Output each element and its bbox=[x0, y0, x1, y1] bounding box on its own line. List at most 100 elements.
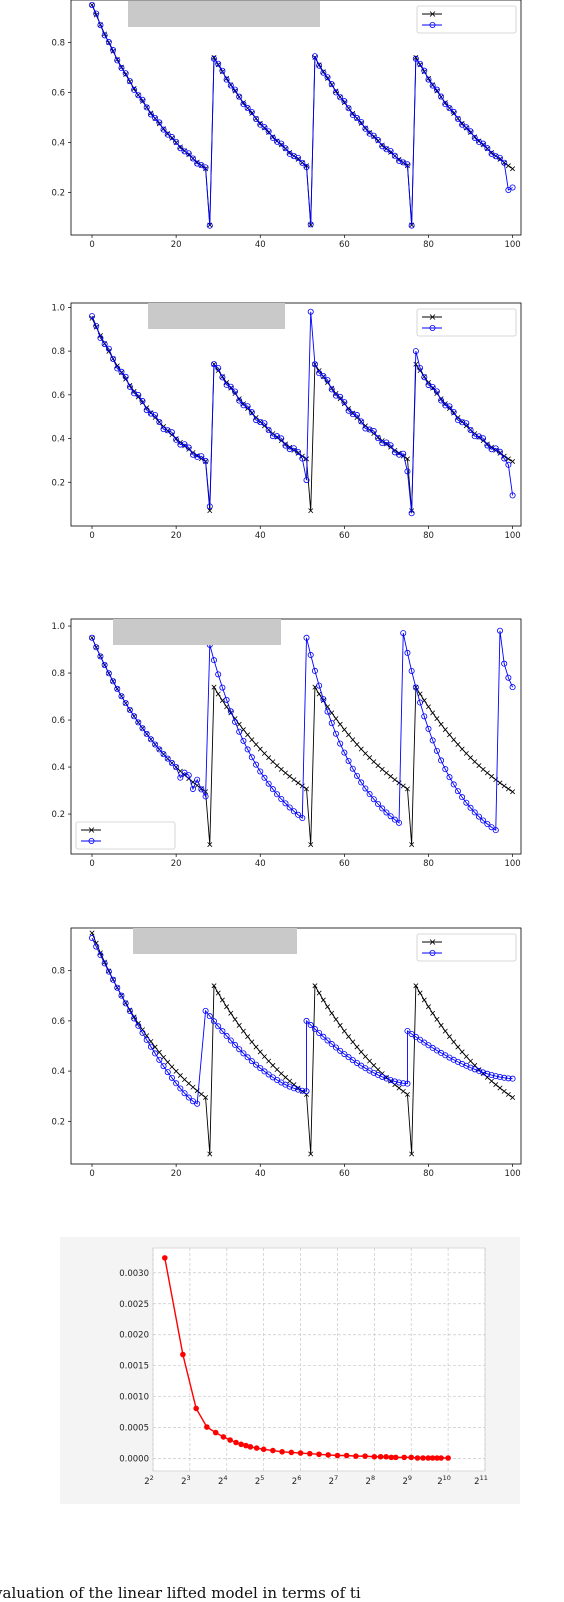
groundtruth-point bbox=[257, 120, 263, 126]
groundtruth-point bbox=[413, 983, 419, 989]
x-tick-label: 20 bbox=[171, 240, 182, 250]
rmse-point bbox=[388, 1454, 395, 1461]
estimate-point bbox=[152, 411, 159, 418]
x-tick-label: 40 bbox=[255, 859, 266, 869]
estimate-point bbox=[387, 147, 394, 154]
legend-marker bbox=[429, 950, 436, 957]
estimate-point bbox=[484, 821, 491, 828]
estimate-point bbox=[421, 67, 428, 74]
groundtruth-point bbox=[409, 842, 415, 848]
groundtruth-point bbox=[131, 388, 137, 394]
estimate-point bbox=[370, 132, 377, 139]
estimate-point bbox=[97, 335, 104, 342]
groundtruth-point bbox=[89, 930, 95, 936]
estimate-point bbox=[118, 65, 125, 72]
estimate-point bbox=[505, 674, 512, 681]
groundtruth-point bbox=[484, 770, 490, 776]
estimate-point bbox=[417, 1036, 424, 1043]
estimate-point bbox=[509, 184, 516, 191]
groundtruth-point bbox=[396, 1085, 402, 1091]
estimate-point bbox=[328, 720, 335, 727]
groundtruth-point bbox=[409, 1151, 415, 1157]
estimate-point bbox=[324, 377, 331, 384]
groundtruth-point bbox=[329, 1010, 335, 1016]
groundtruth-point bbox=[224, 1004, 230, 1010]
x-tick-label: 60 bbox=[339, 240, 350, 250]
estimate-point bbox=[387, 813, 394, 820]
groundtruth-point bbox=[236, 1022, 242, 1028]
groundtruth-point bbox=[388, 444, 394, 450]
estimate-point bbox=[160, 426, 167, 433]
estimate-point bbox=[396, 1079, 403, 1086]
estimate-point bbox=[417, 60, 424, 67]
rmse-point bbox=[306, 1450, 313, 1457]
x-tick-exponent: 2 bbox=[150, 1474, 154, 1482]
estimate-point bbox=[202, 457, 209, 464]
estimate-point bbox=[122, 700, 129, 707]
groundtruth-point bbox=[337, 1022, 343, 1028]
groundtruth-point bbox=[228, 385, 234, 391]
estimate-point bbox=[396, 819, 403, 826]
groundtruth-point bbox=[211, 684, 217, 690]
estimate-point bbox=[332, 1044, 339, 1051]
estimate-point bbox=[324, 1037, 331, 1044]
rmse-point bbox=[408, 1454, 415, 1461]
estimate-point bbox=[219, 374, 226, 381]
estimate-point bbox=[362, 425, 369, 432]
estimate-point bbox=[156, 1056, 163, 1063]
estimate-point bbox=[341, 399, 348, 406]
estimate-point bbox=[173, 436, 180, 443]
legend-marker bbox=[429, 11, 436, 17]
estimate-point bbox=[215, 1023, 222, 1030]
estimate-point bbox=[379, 143, 386, 150]
estimate-point bbox=[501, 1074, 508, 1081]
estimate-point bbox=[345, 1054, 352, 1061]
estimate-point bbox=[210, 361, 217, 368]
groundtruth-point bbox=[413, 55, 419, 60]
groundtruth-point bbox=[295, 156, 301, 162]
estimate-point bbox=[375, 801, 382, 808]
estimate-point bbox=[164, 1069, 171, 1076]
groundtruth-point bbox=[379, 766, 385, 772]
estimate-point bbox=[307, 221, 314, 228]
estimate-point bbox=[438, 757, 445, 764]
estimate-point bbox=[261, 420, 268, 427]
groundtruth-point bbox=[501, 783, 507, 789]
estimate-point bbox=[459, 121, 466, 128]
x-tick-label: 27 bbox=[329, 1474, 339, 1487]
groundtruth-point bbox=[207, 508, 213, 514]
estimate-point bbox=[433, 747, 440, 754]
estimate-point bbox=[337, 393, 344, 400]
x-tick-exponent: 8 bbox=[371, 1474, 375, 1482]
groundtruth-point bbox=[438, 721, 444, 727]
groundtruth-point bbox=[510, 459, 516, 464]
groundtruth-point bbox=[510, 1094, 516, 1100]
groundtruth-point bbox=[497, 156, 503, 162]
x-tick-label: 40 bbox=[255, 1169, 266, 1179]
estimate-point bbox=[236, 1046, 243, 1053]
estimate-point bbox=[177, 1085, 184, 1092]
estimate-point bbox=[295, 448, 302, 455]
estimate-point bbox=[248, 1058, 255, 1065]
estimate-point bbox=[299, 455, 306, 462]
rmse-point bbox=[438, 1455, 444, 1461]
estimate-point bbox=[114, 365, 121, 372]
estimate-point bbox=[152, 741, 159, 748]
estimate-point bbox=[265, 1071, 272, 1078]
estimate-point bbox=[463, 420, 470, 427]
estimate-point bbox=[181, 769, 188, 776]
rmse-point bbox=[353, 1453, 359, 1459]
x-tick-label: 29 bbox=[402, 1474, 412, 1487]
estimate-point bbox=[307, 652, 314, 659]
estimate-point bbox=[496, 448, 503, 455]
y-tick-label: 0.0025 bbox=[119, 1300, 149, 1310]
estimate-point bbox=[122, 1000, 129, 1007]
estimate-point bbox=[265, 780, 272, 787]
rmse-point bbox=[238, 1441, 244, 1448]
estimate-point bbox=[131, 86, 138, 93]
estimate-point bbox=[408, 510, 415, 517]
rmse-point bbox=[377, 1453, 384, 1460]
groundtruth-point bbox=[489, 1078, 495, 1084]
estimate-point bbox=[454, 788, 461, 795]
x-tick-exponent: 11 bbox=[480, 1474, 488, 1482]
